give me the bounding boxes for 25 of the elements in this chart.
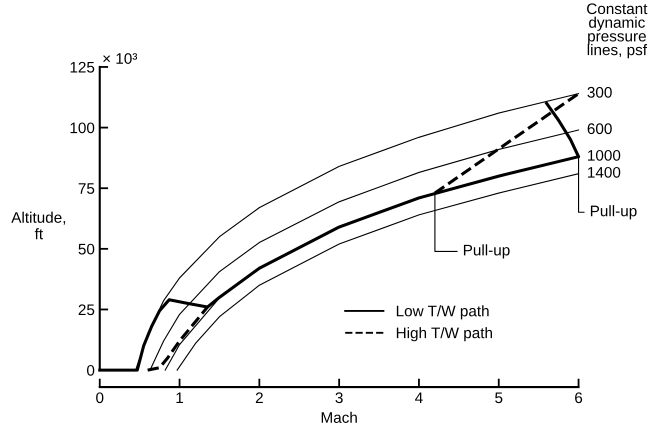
annotation: Pull-up	[464, 244, 510, 259]
legend-label: High T/W path	[396, 327, 492, 342]
y-tick-label: 25	[78, 304, 94, 316]
series-label: 300	[587, 86, 612, 98]
x-tick-label: 5	[495, 392, 502, 404]
annotation: Pull-up	[590, 205, 637, 220]
text: × 10³	[103, 53, 138, 64]
x-tick-label: 4	[415, 392, 423, 404]
series-label: 1400	[588, 166, 620, 178]
y-tick-label: 100	[70, 122, 94, 134]
x-tick-label: 6	[575, 392, 582, 404]
y-axis-title: Altitude, ft	[11, 212, 66, 240]
series-label: 600	[588, 123, 612, 134]
x-tick-label: 1	[176, 392, 184, 404]
x-tick-label: 2	[256, 392, 263, 404]
text: Constant dynamic pressure lines, psf	[587, 3, 648, 58]
x-tick-label: 0	[96, 392, 104, 404]
series-label: 1000	[588, 150, 620, 161]
y-tick-label: 50	[78, 244, 94, 255]
y-tick-label: 0	[86, 364, 94, 376]
legend-label: Low T/W path	[396, 305, 489, 320]
x-tick-label: 3	[335, 392, 343, 404]
x-axis-title: Mach	[322, 412, 357, 423]
y-tick-label: 125	[70, 62, 94, 73]
y-tick-label: 75	[78, 183, 94, 194]
